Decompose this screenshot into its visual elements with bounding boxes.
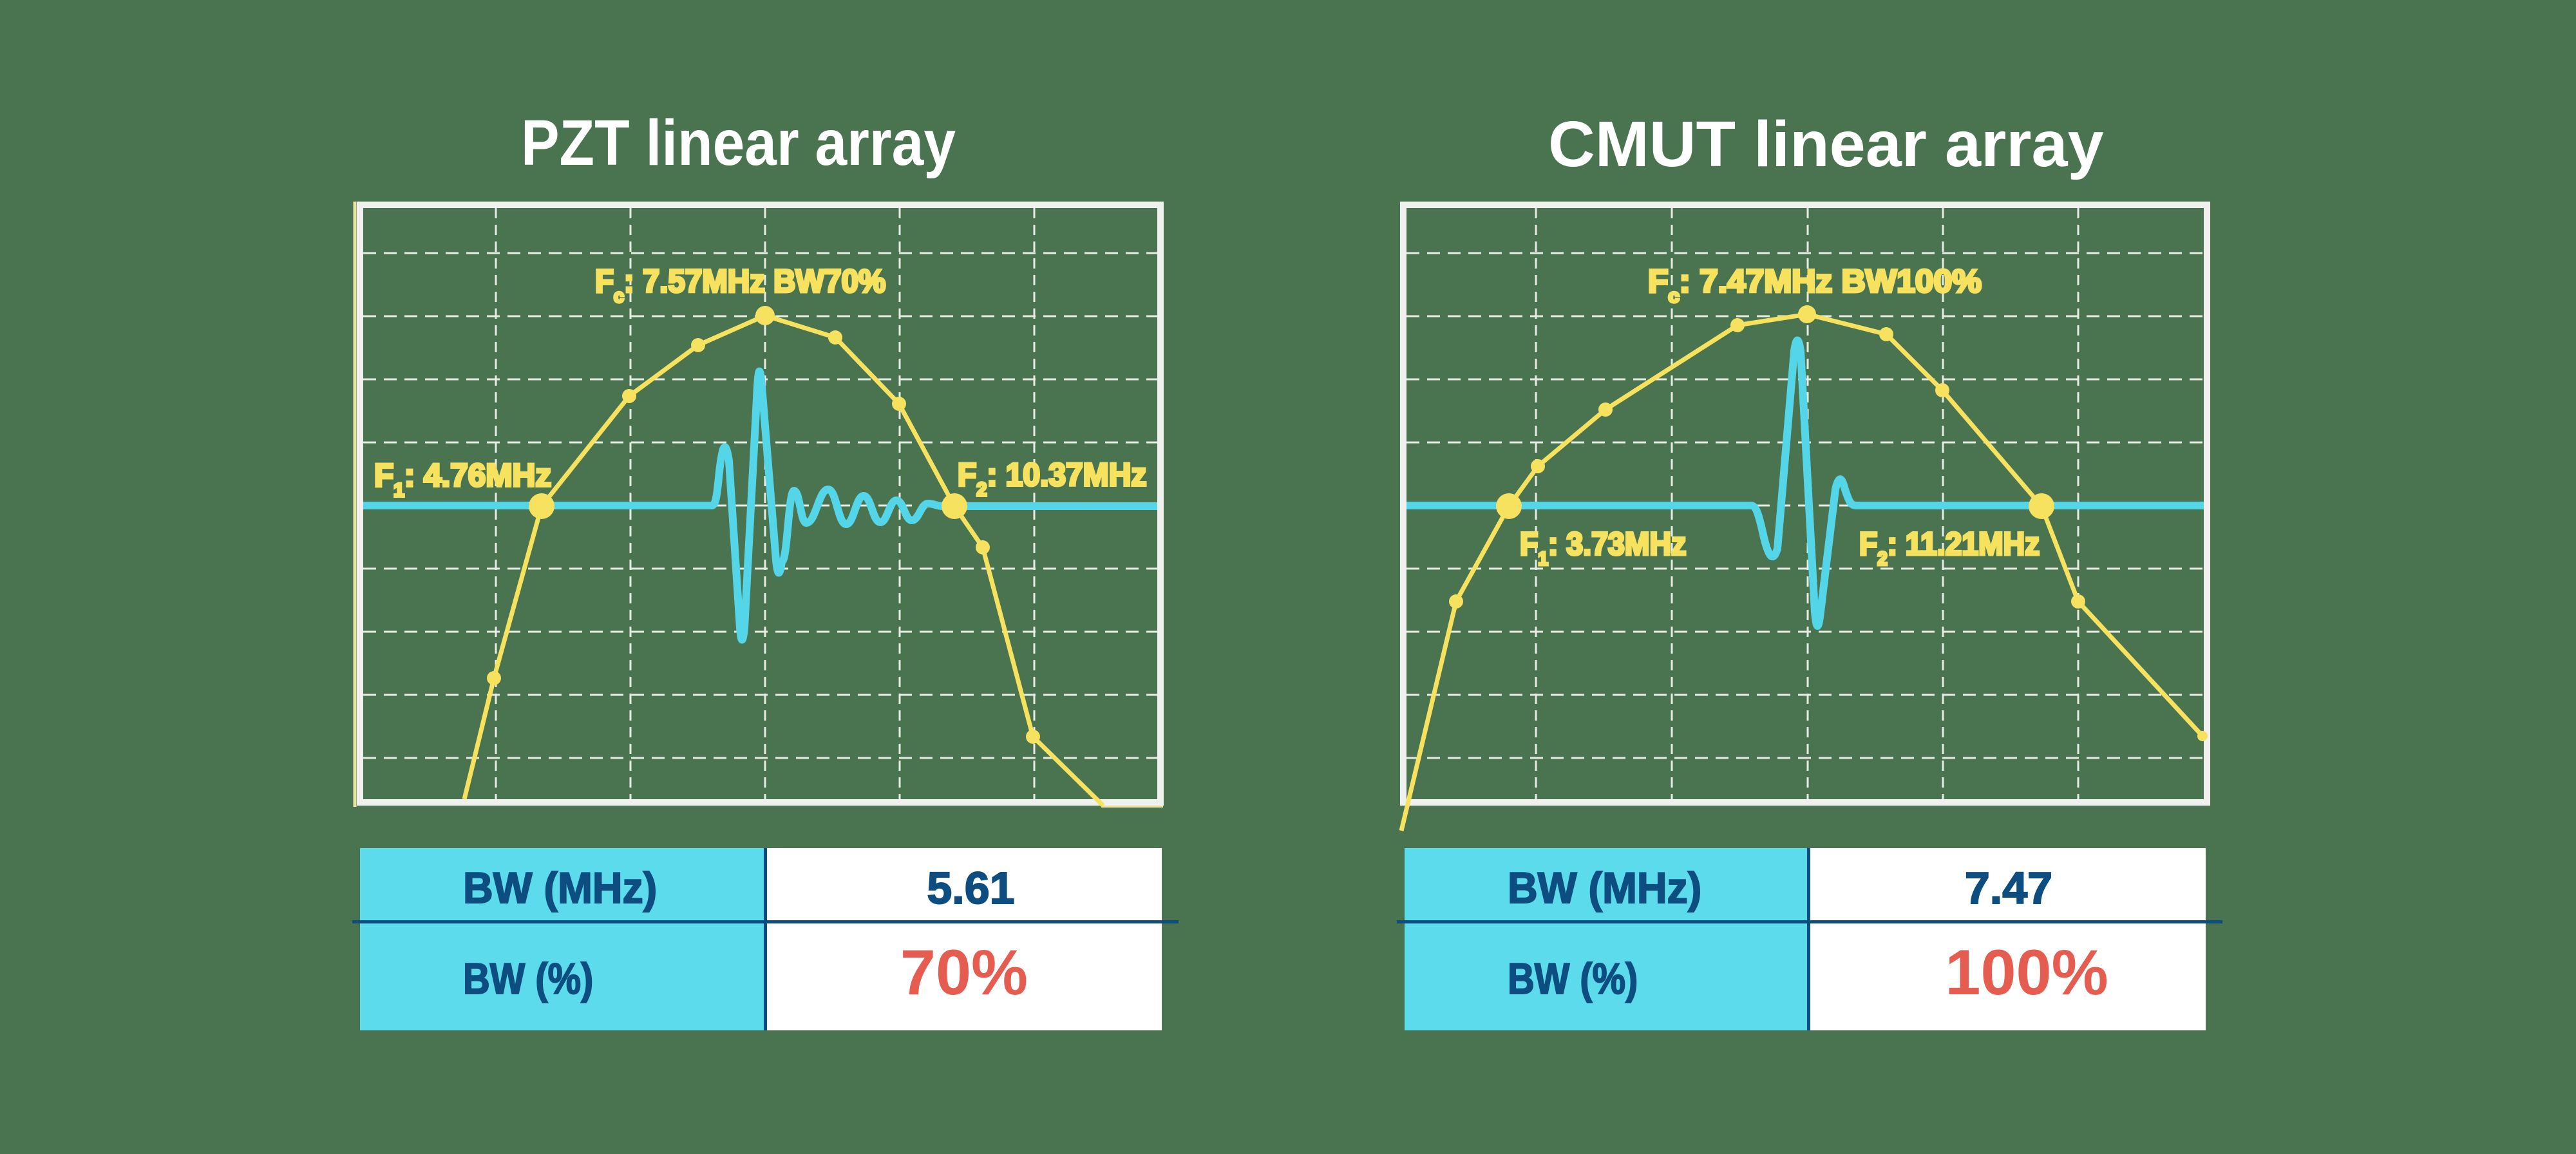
svg-text:BW (MHz): BW (MHz) <box>1508 864 1701 913</box>
svg-text:7.47: 7.47 <box>1965 863 2052 913</box>
svg-text:70%: 70% <box>900 936 1028 1008</box>
svg-text:BW (%): BW (%) <box>463 955 593 1003</box>
svg-text:5.61: 5.61 <box>927 863 1014 913</box>
svg-text:PZT linear array: PZT linear array <box>521 107 956 179</box>
svg-text:BW (%): BW (%) <box>1508 955 1638 1003</box>
svg-text:BW (MHz): BW (MHz) <box>463 864 657 913</box>
svg-text:F1: 3.73MHz: F1: 3.73MHz <box>1520 526 1686 570</box>
svg-text:CMUT linear array: CMUT linear array <box>1548 108 2104 180</box>
svg-text:100%: 100% <box>1945 936 2108 1008</box>
